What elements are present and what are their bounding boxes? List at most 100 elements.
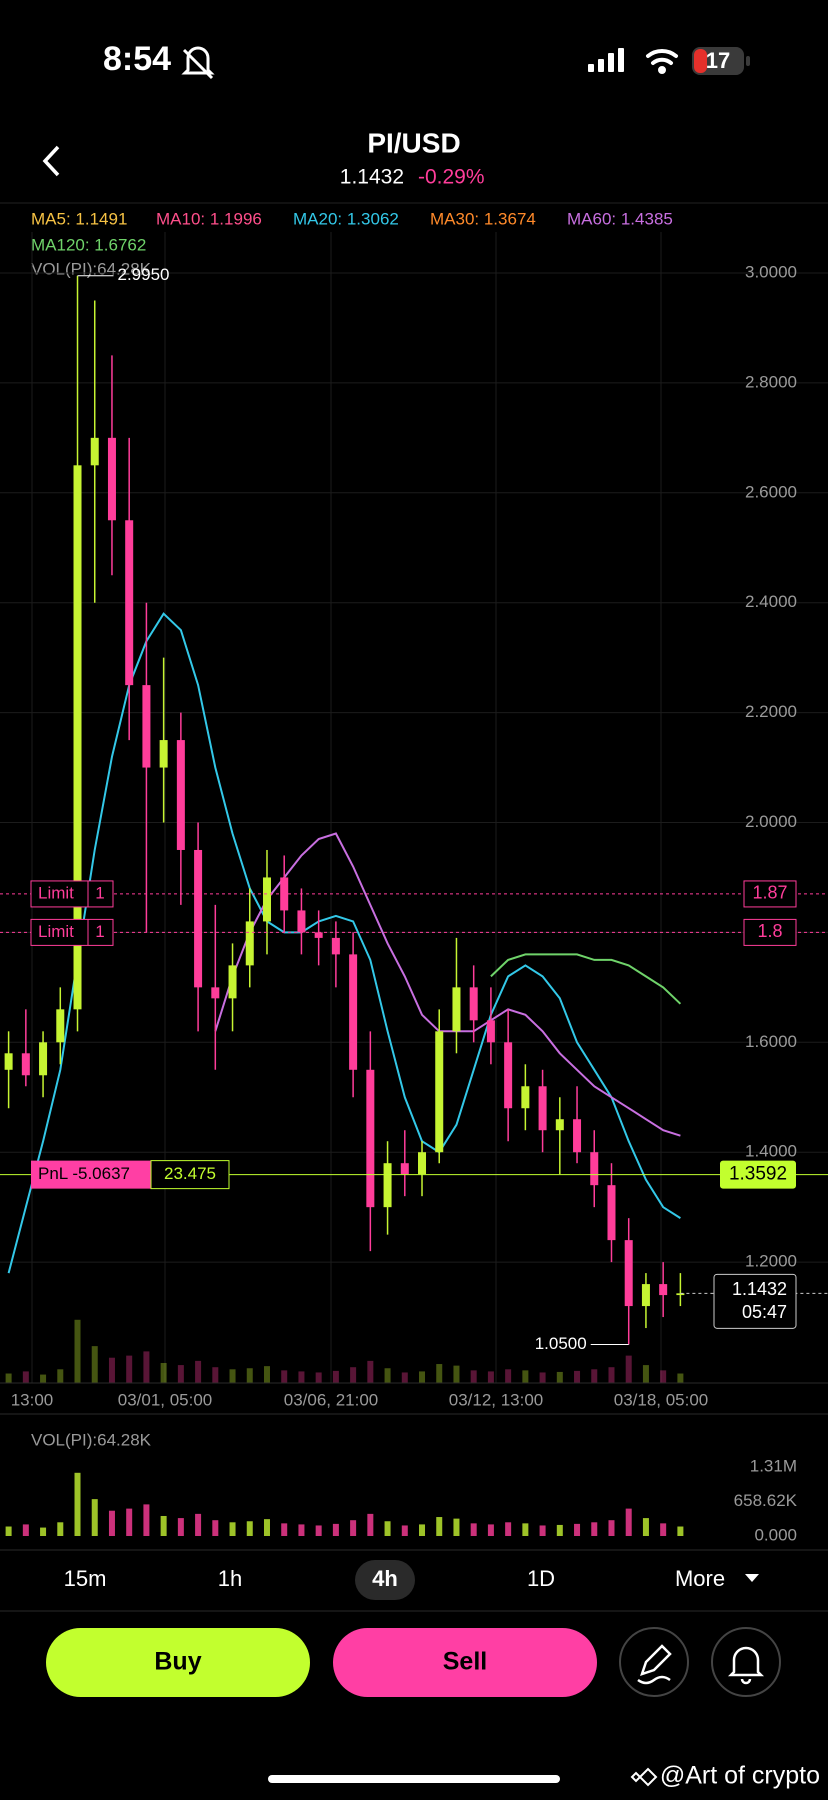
back-button[interactable] [42, 145, 60, 177]
volume-shadow [401, 1372, 408, 1383]
order-price: 1.87 [752, 883, 787, 903]
battery-level [694, 49, 707, 73]
volume-shadow [315, 1372, 322, 1383]
sell-button[interactable] [333, 1628, 597, 1697]
volume-bar [212, 1520, 219, 1536]
volume-bar [367, 1513, 374, 1536]
home-indicator [268, 1775, 560, 1783]
candle-body [142, 685, 151, 768]
alert-button[interactable] [711, 1627, 781, 1697]
buy-button[interactable] [46, 1628, 310, 1697]
volume-bar [574, 1523, 581, 1536]
volume-shadow [642, 1365, 649, 1383]
y-tick-label: 3.0000 [745, 262, 797, 281]
timeframe[interactable]: 4h [372, 1566, 398, 1591]
timeframe[interactable]: 15m [64, 1566, 107, 1591]
volume-bar [350, 1520, 357, 1536]
volume-bar [436, 1517, 443, 1536]
candle-body [73, 465, 82, 1010]
volume-bar [470, 1523, 477, 1536]
sell-label[interactable]: Sell [443, 1648, 487, 1676]
candle-body [383, 1163, 392, 1208]
y-tick-label: 2.2000 [745, 702, 797, 721]
candle-body [297, 910, 306, 933]
ma-legend: MA5: 1.1491 [31, 209, 127, 228]
volume-bar [660, 1523, 667, 1536]
volume-bar [57, 1522, 64, 1536]
volume-shadow [57, 1369, 64, 1383]
volume-bar [315, 1525, 322, 1536]
candle-body [504, 1042, 513, 1109]
volume-bar [419, 1524, 426, 1536]
candle-body [469, 987, 478, 1021]
y-tick-label: 1.4000 [745, 1142, 797, 1161]
volume-shadow [470, 1370, 477, 1383]
candle-body [194, 849, 203, 988]
candle-body [366, 1069, 375, 1208]
watermark-logo [630, 1767, 658, 1787]
low-label: 1.0500 [535, 1334, 587, 1353]
watermark: @Art of crypto [660, 1762, 820, 1790]
volume-shadow [419, 1371, 426, 1383]
order-tag[interactable] [30, 918, 114, 946]
volume-bar [195, 1513, 202, 1536]
volume-shadow [332, 1370, 339, 1383]
volume-shadow [608, 1367, 615, 1383]
volume-bar [5, 1526, 12, 1536]
volume-shadow [660, 1370, 667, 1383]
volume-bar [229, 1522, 236, 1536]
volume-bar [556, 1524, 563, 1536]
y-tick-label: 1.6000 [745, 1032, 797, 1051]
candle-body [641, 1284, 650, 1307]
last-price-box [713, 1273, 797, 1329]
x-tick-label: 13:00 [11, 1390, 54, 1409]
volume-shadow [677, 1373, 684, 1383]
order-type: Limit [38, 883, 74, 902]
candle-body [125, 520, 134, 686]
volume-bar [401, 1525, 408, 1536]
timeframe[interactable]: 1h [218, 1566, 242, 1591]
candle-body [331, 937, 340, 955]
ma-line [7, 612, 681, 1274]
ma-line [490, 953, 682, 1005]
candle-body [21, 1053, 30, 1076]
volume-shadow [22, 1371, 29, 1383]
order-type: Limit [38, 922, 74, 941]
y-tick-label: 2.4000 [745, 592, 797, 611]
candle-body [555, 1119, 564, 1131]
timeframe[interactable]: 1D [527, 1566, 555, 1591]
volume-bar [539, 1525, 546, 1536]
volume-bar [143, 1504, 150, 1536]
timeframe[interactable]: More [675, 1566, 725, 1591]
price-change: -0.29% [418, 166, 485, 189]
candle-body [211, 987, 220, 999]
volume-shadow [574, 1370, 581, 1383]
pnl-amount: 23.475 [164, 1164, 216, 1183]
pen-icon [637, 1644, 672, 1685]
battery-percent: 17 [706, 48, 730, 73]
volume-shadow [281, 1370, 288, 1383]
candle-body [90, 437, 99, 466]
status-time: 8:54 [103, 40, 171, 78]
y-tick-label: 1.2000 [745, 1252, 797, 1271]
volume-tick-label: 658.62K [734, 1491, 798, 1510]
pnl-amount-tag [150, 1160, 230, 1190]
ma-line [214, 832, 681, 1137]
candle-body [676, 1293, 685, 1296]
volume-shadow [556, 1371, 563, 1383]
wifi-icon [646, 48, 678, 74]
position-price: 1.3592 [729, 1164, 787, 1185]
volume-bar [522, 1523, 529, 1536]
order-tag[interactable] [30, 880, 114, 908]
bell-icon [727, 1646, 765, 1685]
x-tick-label: 03/18, 05:00 [614, 1390, 709, 1409]
draw-tool-button[interactable] [619, 1627, 689, 1697]
candle-body [400, 1163, 409, 1175]
timeframe-selected [355, 1560, 415, 1600]
volume-shadow [505, 1369, 512, 1383]
buy-label[interactable]: Buy [154, 1648, 201, 1676]
volume-shadow [591, 1369, 598, 1383]
order-qty: 1 [95, 922, 104, 941]
volume-bar [298, 1524, 305, 1536]
high-label: 2.9950 [118, 265, 170, 284]
